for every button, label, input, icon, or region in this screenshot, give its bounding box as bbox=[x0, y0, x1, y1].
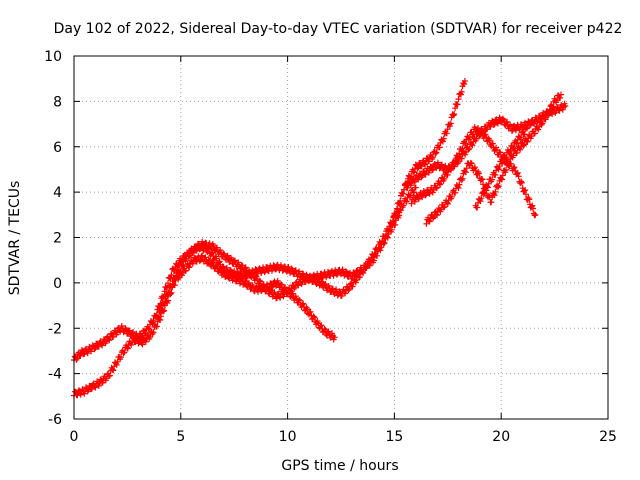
series-track-8 bbox=[472, 124, 530, 211]
y-axis-label: SDTVAR / TECUs bbox=[7, 181, 23, 296]
chart-title: Day 102 of 2022, Sidereal Day-to-day VTE… bbox=[54, 21, 623, 37]
y-tick-label: -2 bbox=[48, 321, 62, 337]
x-tick-label: 25 bbox=[599, 429, 617, 445]
x-tick-label: 5 bbox=[176, 429, 185, 445]
x-tick-label: 20 bbox=[492, 429, 510, 445]
series-track-7 bbox=[423, 91, 564, 227]
grid-lines bbox=[74, 56, 608, 419]
y-tick-label: -6 bbox=[48, 412, 62, 428]
y-tick-label: 8 bbox=[53, 94, 62, 110]
plus-markers bbox=[472, 124, 530, 211]
x-tick-label: 10 bbox=[279, 429, 297, 445]
plus-markers bbox=[423, 91, 564, 227]
series-track-3 bbox=[156, 184, 419, 316]
x-tick-label: 15 bbox=[385, 429, 403, 445]
y-tick-label: 6 bbox=[53, 140, 62, 156]
plus-markers bbox=[387, 78, 468, 230]
x-tick-label: 0 bbox=[70, 429, 79, 445]
axis-ticks: 0 5 10 15 20 25 -6 -4 -2 0 2 4 6 8 10 bbox=[44, 49, 617, 445]
data-series bbox=[71, 78, 569, 399]
x-axis-label: GPS time / hours bbox=[281, 458, 398, 474]
plus-markers bbox=[156, 184, 419, 316]
series-track-4 bbox=[387, 78, 468, 230]
y-tick-label: 10 bbox=[44, 49, 62, 65]
y-tick-label: -4 bbox=[48, 367, 62, 383]
y-tick-label: 0 bbox=[53, 276, 62, 292]
y-tick-label: 4 bbox=[53, 185, 62, 201]
y-tick-label: 2 bbox=[53, 231, 62, 247]
